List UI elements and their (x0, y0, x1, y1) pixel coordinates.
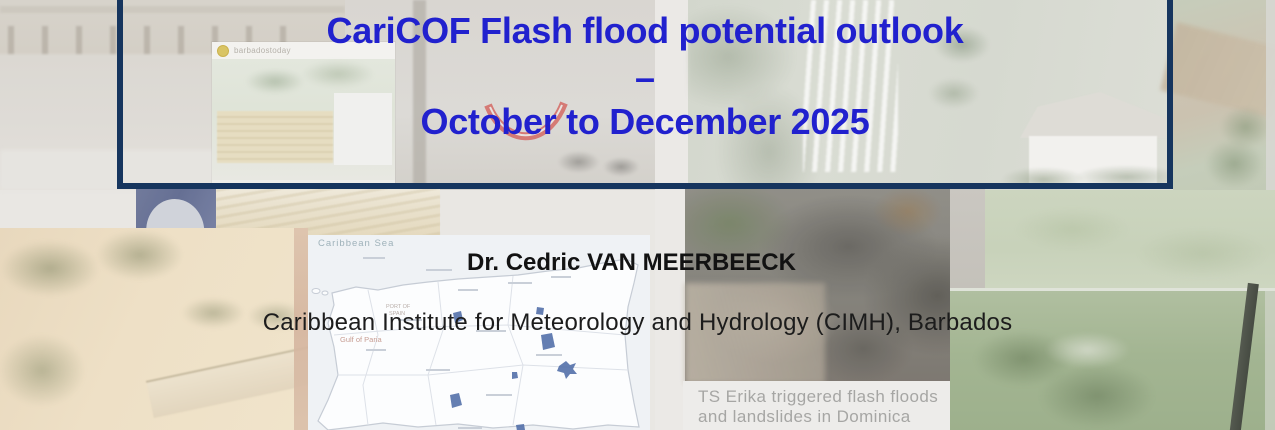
speaker-affiliation: Caribbean Institute for Meteorology and … (262, 309, 1013, 336)
caribbean-sea-label: Caribbean Sea (318, 238, 394, 249)
social-post-header: barbadostoday (212, 42, 395, 59)
cable-pole-shape (1228, 282, 1259, 430)
district-border (507, 275, 524, 426)
photo-caption-line-2: and landslides in Dominica (698, 407, 911, 426)
title-line-1: CariCOF Flash flood potential outlook (326, 10, 964, 51)
collage-gap-strip (655, 0, 688, 430)
tiny-place-labels (363, 257, 571, 429)
photo-mud-river-topright (1160, 0, 1275, 190)
flood-markers (450, 307, 577, 430)
photo-rocky-landslide (685, 188, 982, 384)
port-of-spain-label-line1: PORT OF (386, 304, 411, 310)
mud-river-shape (1160, 22, 1275, 118)
port-of-spain-label-line2: SPAIN (389, 311, 405, 317)
photo-caption-line-1: TS Erika triggered flash floods (698, 387, 939, 406)
avatar-icon (217, 44, 229, 57)
trinidad-map-svg: Caribbean Sea PORT OF SPAIN Gulf of Pari… (311, 238, 640, 430)
flooded-road-shape (145, 345, 319, 419)
district-border (333, 324, 626, 336)
island-outline (317, 258, 640, 430)
social-watermark-label: barbadostoday (234, 46, 291, 55)
photo-edge-strip (1266, 0, 1275, 190)
palm-fronds-shape (1201, 85, 1275, 190)
district-border (427, 281, 444, 426)
photo-rubble-strip (950, 188, 985, 289)
title-line-2: October to December 2025 (420, 101, 870, 142)
photo-caption-band: TS Erika triggered flash floods and land… (683, 381, 950, 430)
islet-shape (311, 288, 321, 294)
trinidad-map: Caribbean Sea PORT OF SPAIN Gulf of Pari… (308, 235, 650, 430)
district-border (362, 289, 379, 426)
speaker-name: Dr. Cedric VAN MEERBEECK (467, 249, 796, 276)
title-separator-dash: – (634, 57, 656, 98)
slide-title: CariCOF Flash flood potential outlook – … (117, 0, 1173, 190)
district-border (338, 364, 629, 376)
gulf-of-paria-label: Gulf of Paria (340, 335, 383, 344)
islet-shape (321, 290, 329, 296)
